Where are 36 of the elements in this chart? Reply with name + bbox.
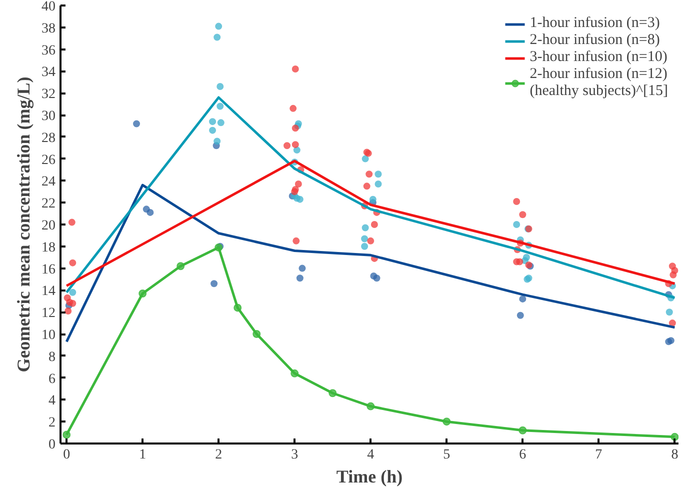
x-tick-label: 0: [63, 448, 70, 462]
y-tick-label: 40: [42, 0, 56, 14]
y-axis-title: Geometric mean concentration (mg/L): [14, 76, 34, 372]
y-tick-label: 8: [48, 350, 56, 365]
legend-label: 2-hour infusion (n=8): [530, 32, 660, 49]
legend-label: 1-hour infusion (n=3): [530, 15, 660, 32]
y-tick-label: 16: [42, 262, 56, 278]
y-tick-label: 38: [42, 21, 56, 36]
x-tick-label: 1: [139, 448, 146, 462]
x-tick-label: 3: [291, 448, 298, 462]
y-tick-label: 30: [42, 109, 56, 124]
x-tick-label: 6: [519, 448, 526, 462]
y-tick-label: 24: [42, 174, 56, 190]
y-tick-label: 14: [42, 284, 56, 300]
y-tick-label: 10: [42, 328, 56, 343]
y-tick-label: 4: [48, 394, 56, 409]
y-tick-label: 34: [42, 65, 56, 80]
y-tick-label: 18: [42, 240, 56, 256]
y-tick-label: 2: [48, 416, 56, 431]
y-tick-label: 22: [42, 196, 56, 212]
y-tick-label: 26: [42, 152, 56, 168]
x-tick-label: 5: [443, 448, 450, 462]
y-tick-label: 6: [48, 372, 56, 387]
y-tick-label: 0: [48, 438, 56, 452]
y-tick-label: 32: [42, 87, 56, 102]
y-tick-label: 20: [42, 218, 56, 234]
y-tick-label: 28: [42, 130, 56, 146]
legend-label: 2-hour infusion (n=12) (healthy subjects)^[15]: [530, 66, 668, 100]
x-tick-label: 8: [671, 448, 678, 462]
x-tick-label: 2: [215, 448, 222, 462]
y-tick-label: 12: [42, 306, 56, 322]
x-tick-label: 7: [595, 448, 602, 462]
x-tick-label: 4: [367, 448, 374, 462]
legend-label: 3-hour infusion (n=10): [530, 49, 668, 66]
x-axis-title: Time (h): [336, 466, 403, 486]
y-tick-label: 36: [42, 43, 56, 58]
